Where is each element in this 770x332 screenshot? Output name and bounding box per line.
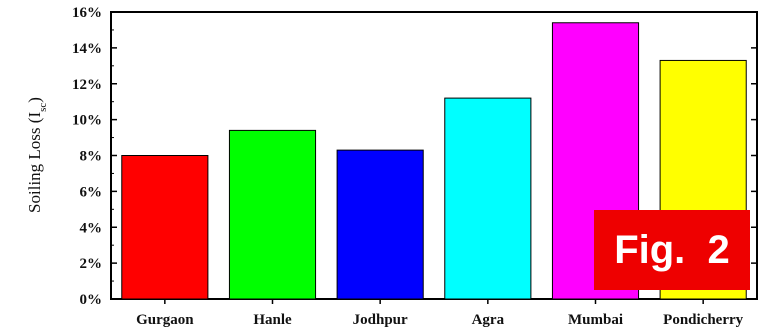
y-tick-label: 10%	[72, 113, 102, 129]
y-tick-label: 2%	[80, 256, 103, 272]
y-axis-label: Soiling Loss (Isc)	[25, 97, 49, 213]
x-tick-label-jodhpur: Jodhpur	[353, 312, 408, 328]
x-tick-label-agra: Agra	[472, 312, 505, 328]
y-axis: 0% 2% 4% 6% 8% 10% 12% 14% 16%	[72, 5, 757, 308]
y-tick-label: 0%	[80, 292, 103, 308]
y-axis-label-sub: sc	[37, 103, 49, 112]
y-tick-label: 4%	[80, 220, 103, 236]
bar-hanle	[228, 129, 317, 300]
x-tick-label-mumbai: Mumbai	[568, 312, 623, 328]
y-axis-label-close: )	[25, 97, 44, 103]
y-tick-label: 16%	[72, 5, 102, 21]
x-tick-label-pondicherry: Pondicherry	[663, 312, 743, 328]
y-tick-label: 6%	[80, 184, 103, 200]
bar-agra	[444, 97, 532, 300]
x-tick-label-gurgaon: Gurgaon	[136, 312, 194, 328]
bar-gurgaon	[121, 155, 209, 300]
figure-badge: Fig. 2	[594, 210, 750, 290]
x-tick-label-hanle: Hanle	[253, 312, 292, 328]
y-axis-label-main: Soiling Loss (I	[25, 112, 44, 213]
bar-jodhpur	[336, 149, 424, 300]
x-axis: Gurgaon Hanle Jodhpur Agra Mumbai Pondicherry	[136, 299, 744, 328]
y-tick-label: 12%	[72, 77, 102, 93]
y-tick-label: 8%	[80, 149, 103, 165]
y-tick-label: 14%	[72, 41, 102, 57]
